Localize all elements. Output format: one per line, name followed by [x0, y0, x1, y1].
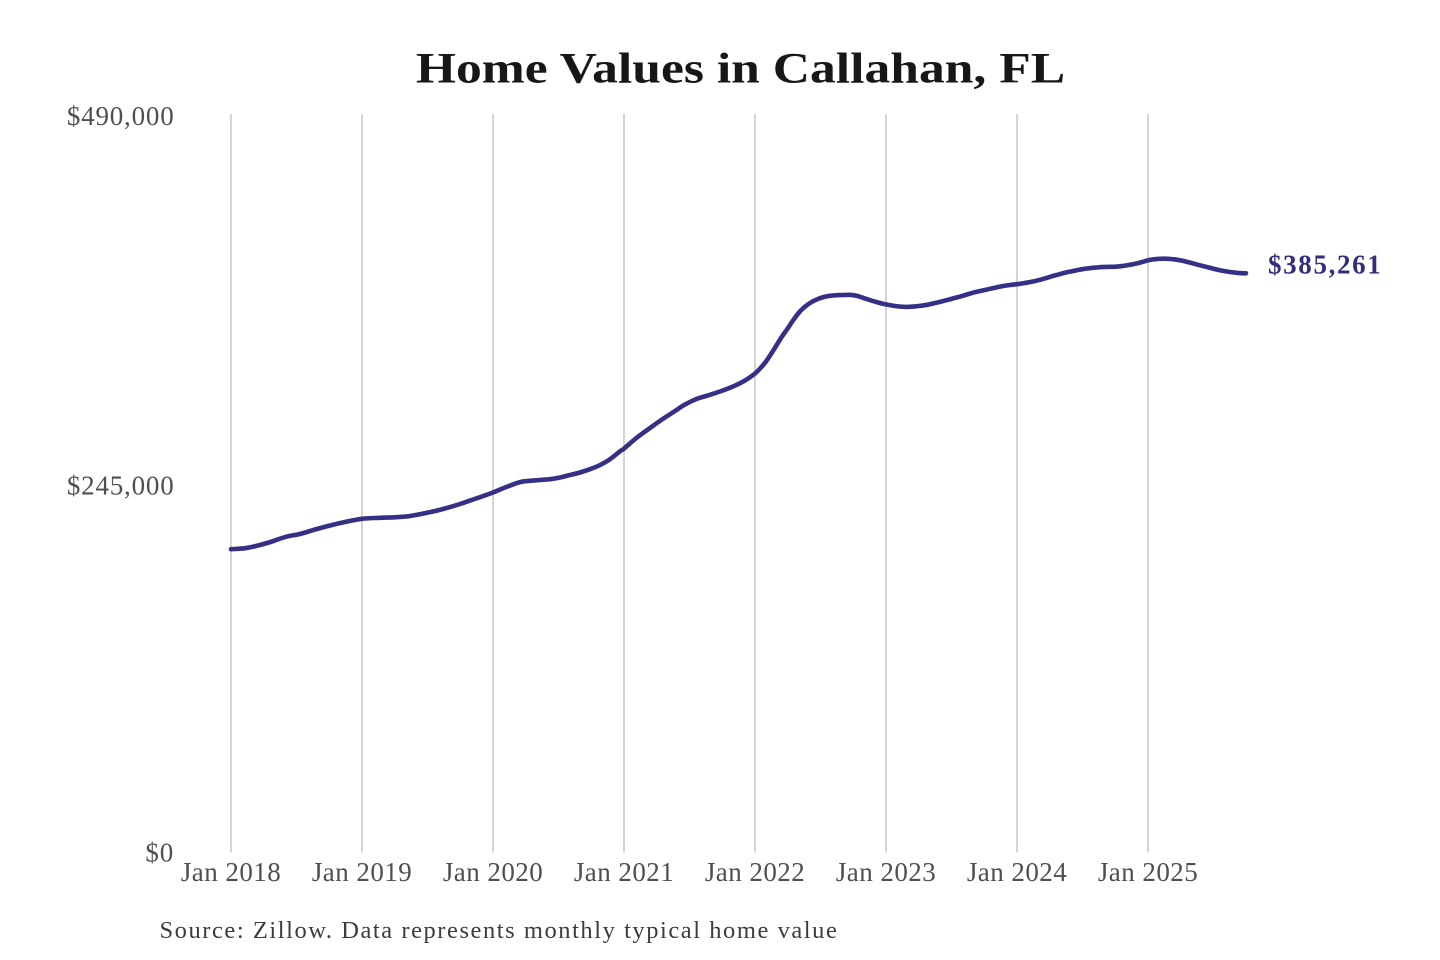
svg-text:Jan 2018: Jan 2018	[181, 857, 281, 887]
svg-text:$245,000: $245,000	[67, 471, 175, 501]
svg-text:Jan 2025: Jan 2025	[1098, 857, 1198, 887]
svg-text:Jan 2022: Jan 2022	[705, 857, 805, 887]
svg-text:Jan 2021: Jan 2021	[574, 857, 674, 887]
svg-text:Source: Zillow. Data represent: Source: Zillow. Data represents monthly …	[160, 917, 839, 944]
svg-text:Home Values in Callahan, FL: Home Values in Callahan, FL	[416, 45, 1065, 92]
svg-text:$385,261: $385,261	[1268, 249, 1382, 279]
svg-text:$0: $0	[145, 838, 174, 868]
svg-text:Jan 2024: Jan 2024	[967, 857, 1067, 887]
svg-text:Jan 2023: Jan 2023	[836, 857, 936, 887]
svg-text:Jan 2019: Jan 2019	[312, 857, 412, 887]
svg-text:$490,000: $490,000	[67, 101, 175, 131]
svg-text:Jan 2020: Jan 2020	[443, 857, 543, 887]
